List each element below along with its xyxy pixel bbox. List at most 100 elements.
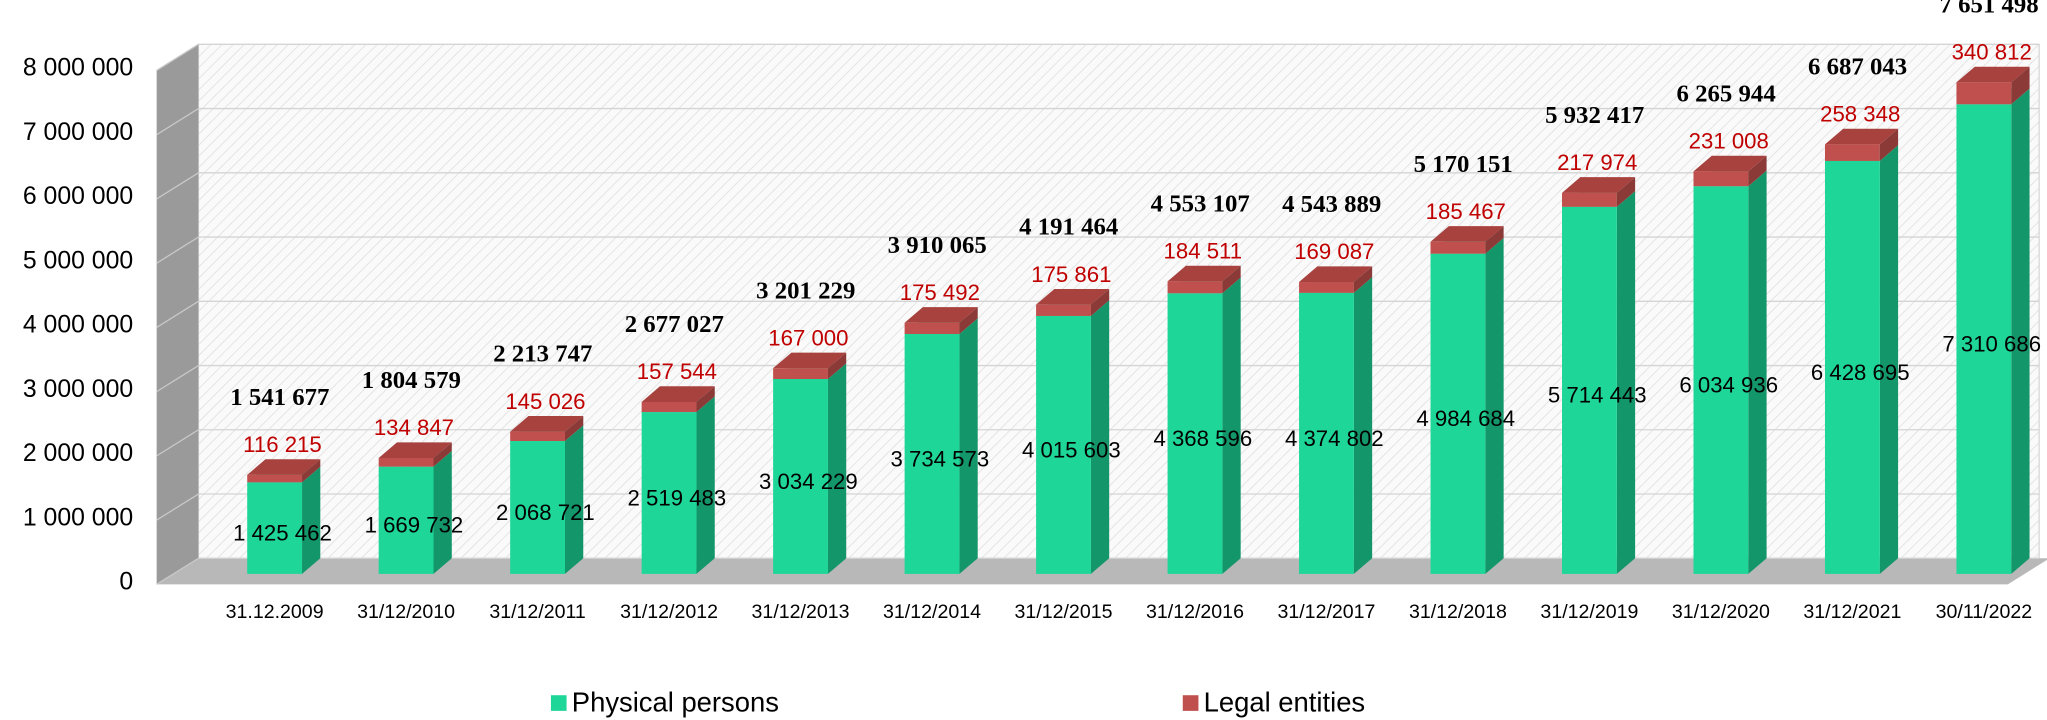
bar-legal-top — [1430, 226, 1504, 242]
bar-legal-top — [1956, 66, 2030, 83]
legal-label: 340 812 — [1952, 40, 2032, 65]
bar-physical-side — [302, 466, 321, 574]
x-tick-label: 31/12/2015 — [1015, 601, 1113, 623]
bar-legal-side — [959, 307, 978, 335]
physical-label: 3 034 229 — [759, 469, 858, 494]
bar-physical-side — [1222, 277, 1241, 574]
y-tick-label: 7 000 000 — [23, 119, 133, 146]
legal-label: 175 492 — [900, 280, 980, 305]
bar-physical-front — [1299, 292, 1354, 574]
bar-legal-side — [1879, 128, 1899, 161]
bar-physical-front — [641, 412, 697, 574]
bar-physical — [378, 450, 452, 574]
legal-label: 175 861 — [1031, 262, 1111, 287]
legend-label: Physical persons — [572, 687, 779, 718]
bar-legal-top — [1036, 289, 1110, 305]
total-label: 7 651 498 — [1940, 0, 2039, 18]
bar-legal — [1562, 177, 1636, 207]
physical-label: 1 425 462 — [233, 521, 332, 546]
bar-legal-front — [773, 368, 828, 379]
legal-label: 217 974 — [1557, 150, 1637, 175]
bar-legal-top — [1693, 155, 1767, 172]
total-label: 5 932 417 — [1545, 102, 1644, 129]
bar-physical-side — [1485, 238, 1504, 574]
bar-physical-side — [564, 425, 584, 574]
physical-label: 6 428 695 — [1811, 360, 1910, 385]
total-label: 1 541 677 — [230, 384, 329, 411]
bar-legal-side — [564, 416, 584, 442]
bar-physical-side — [2011, 88, 2030, 574]
bar-legal-side — [1353, 266, 1373, 293]
legal-label: 134 847 — [374, 415, 454, 440]
bar-legal — [247, 459, 321, 483]
y-tick-label: 3 000 000 — [23, 376, 133, 403]
bar-physical-side — [1879, 145, 1899, 574]
bar-physical-side — [1616, 191, 1636, 574]
x-tick-label: 31/12/2018 — [1409, 601, 1507, 623]
bar-physical-front — [378, 466, 434, 574]
legal-label: 258 348 — [1820, 102, 1900, 127]
x-tick-label: 31/12/2010 — [357, 601, 455, 623]
bar-legal-side — [1222, 265, 1241, 294]
bar-physical — [1430, 238, 1504, 574]
bar-legal-top — [1299, 266, 1373, 283]
y-tick-label: 1 000 000 — [23, 504, 133, 531]
grid-line-side — [156, 557, 199, 585]
x-tick-label: 31/12/2011 — [489, 601, 586, 623]
bar-legal-front — [378, 457, 434, 467]
legal-label: 184 511 — [1164, 239, 1243, 264]
x-tick-label: 31/12/2017 — [1277, 601, 1375, 623]
bar-legal-front — [1956, 82, 2012, 105]
physical-label: 4 368 596 — [1153, 426, 1252, 451]
bar-legal-top — [510, 416, 584, 432]
physical-label: 4 374 802 — [1285, 426, 1384, 451]
bar-physical — [1299, 277, 1373, 574]
legal-label: 169 087 — [1294, 239, 1374, 264]
x-tick-label: 31/12/2016 — [1146, 601, 1244, 623]
total-label: 6 687 043 — [1808, 53, 1907, 80]
bar-legal-top — [247, 459, 321, 475]
bar-physical-front — [1824, 160, 1880, 574]
bar-legal-side — [696, 386, 715, 413]
physical-label: 4 984 684 — [1416, 406, 1515, 431]
x-tick-label: 31/12/2012 — [620, 601, 718, 623]
legend-label: Legal entities — [1204, 687, 1365, 718]
physical-label: 5 714 443 — [1548, 383, 1647, 408]
grid-line-side — [156, 300, 199, 328]
x-tick-label: 31/12/2021 — [1803, 601, 1901, 623]
x-tick-label: 30/11/2022 — [1936, 601, 2033, 623]
legal-label: 145 026 — [505, 389, 585, 414]
bar-physical-front — [1562, 206, 1617, 574]
bar-legal-front — [510, 431, 565, 442]
y-tick-label: 8 000 000 — [23, 55, 133, 82]
x-tick-label: 31/12/2020 — [1672, 601, 1770, 623]
total-label: 6 265 944 — [1677, 80, 1776, 107]
bar-legal — [773, 352, 847, 379]
total-label: 5 170 151 — [1414, 151, 1513, 178]
bar-physical — [1956, 88, 2030, 574]
physical-label: 2 068 721 — [496, 500, 595, 525]
bar-legal — [1956, 66, 2030, 105]
grid-line-side — [156, 493, 199, 521]
bar-physical-side — [959, 318, 978, 574]
bar-legal — [510, 416, 584, 442]
bar-physical-front — [1036, 315, 1091, 574]
y-tick-label: 4 000 000 — [23, 312, 133, 339]
legal-label: 157 544 — [637, 359, 717, 384]
grid-line-side — [156, 172, 199, 200]
bar-legal-side — [1485, 226, 1504, 254]
x-tick-label: 31/12/2013 — [752, 601, 850, 623]
legal-label: 167 000 — [768, 325, 848, 350]
legend-swatch — [550, 695, 567, 711]
bar-legal-front — [1693, 171, 1749, 187]
x-tick-label: 31/12/2019 — [1540, 601, 1638, 623]
bar-legal-side — [1090, 289, 1110, 316]
grid-line-side — [156, 108, 199, 136]
bar-legal-front — [1824, 144, 1880, 161]
bar-legal — [1167, 265, 1241, 294]
y-tick-label: 2 000 000 — [23, 440, 133, 467]
bar-legal-side — [433, 442, 452, 467]
bar-physical-side — [1353, 277, 1373, 574]
bar-legal — [904, 307, 978, 335]
